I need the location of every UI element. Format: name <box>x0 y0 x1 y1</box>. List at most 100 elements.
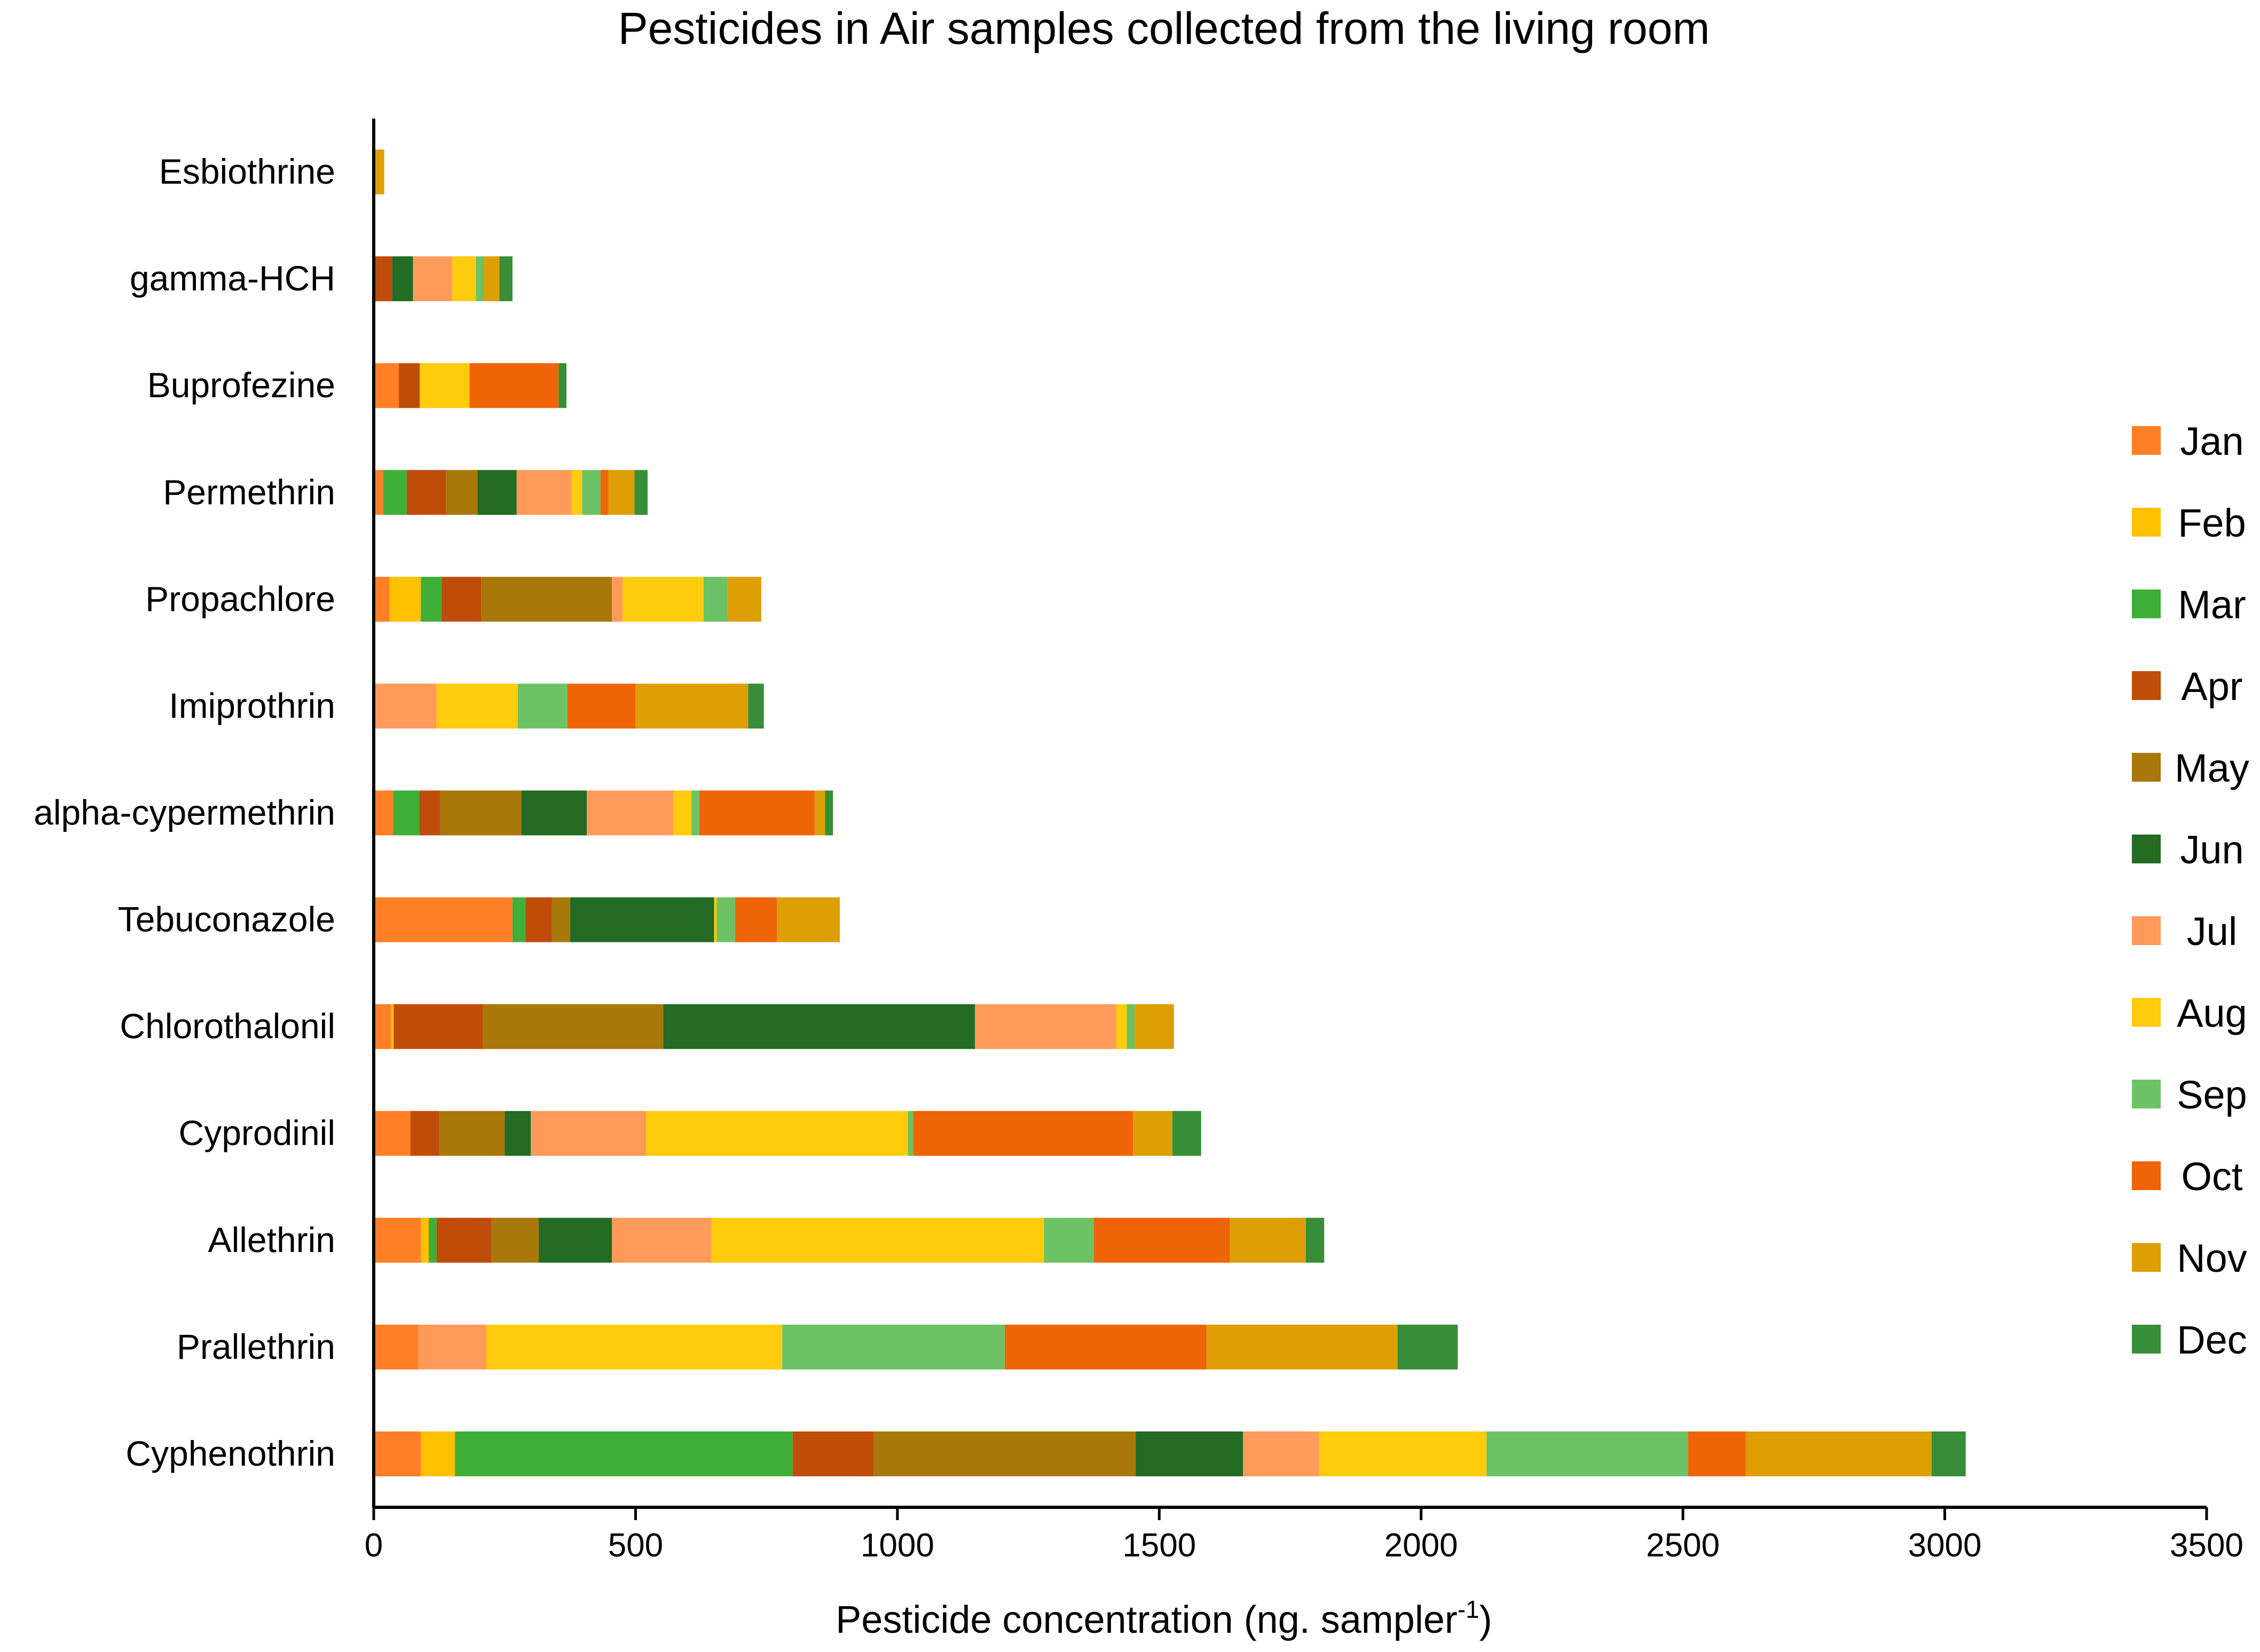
bar-nov-7 <box>777 897 840 942</box>
bar-jul-12 <box>1243 1431 1319 1476</box>
bar-jun-10 <box>538 1217 612 1263</box>
bar-jul-9 <box>531 1111 647 1156</box>
legend-label-jul: Jul <box>2187 909 2238 954</box>
legend-label-apr: Apr <box>2181 664 2242 709</box>
bar-jan-3 <box>374 470 383 515</box>
x-tick-label: 2500 <box>1646 1527 1720 1564</box>
y-tick-label: gamma-HCH <box>130 258 335 298</box>
bar-jul-1 <box>413 256 453 302</box>
bar-oct-12 <box>1688 1431 1746 1476</box>
legend-swatch-jul <box>2132 916 2161 945</box>
bar-apr-7 <box>525 897 552 942</box>
bars-layer <box>374 150 1966 1476</box>
bar-jul-11 <box>418 1324 486 1370</box>
legend-label-oct: Oct <box>2181 1154 2243 1199</box>
legend-label-jan: Jan <box>2180 419 2243 463</box>
bar-aug-12 <box>1319 1431 1487 1476</box>
bar-may-7 <box>552 897 570 942</box>
bar-sep-12 <box>1486 1431 1688 1476</box>
bar-aug-9 <box>646 1111 908 1156</box>
bar-nov-6 <box>814 790 825 836</box>
bar-jan-6 <box>374 790 393 836</box>
y-tick-label: Allethrin <box>208 1220 335 1260</box>
bar-oct-10 <box>1093 1217 1230 1263</box>
y-tick-label: Prallethrin <box>177 1327 335 1366</box>
bar-sep-9 <box>908 1111 914 1156</box>
legend-swatch-dec <box>2132 1325 2161 1354</box>
bar-jun-7 <box>570 897 714 942</box>
bar-oct-6 <box>699 790 815 836</box>
bar-aug-7 <box>714 897 717 942</box>
bar-jul-4 <box>612 577 623 622</box>
bar-dec-9 <box>1172 1111 1201 1156</box>
bar-nov-3 <box>608 470 635 515</box>
legend: Jan Feb Mar Apr May Jun Jul Aug Sep Oct Nov Dec <box>2132 419 2249 1362</box>
bar-may-4 <box>481 577 612 622</box>
y-tick-label: Permethrin <box>163 472 335 512</box>
x-tick-label: 0 <box>365 1527 383 1564</box>
bar-feb-8 <box>391 1004 394 1049</box>
y-tick-label: alpha-cypermethrin <box>34 793 335 832</box>
bar-sep-3 <box>582 470 601 515</box>
bar-aug-2 <box>420 363 470 408</box>
y-tick-label: Propachlore <box>145 579 335 618</box>
bar-sep-4 <box>703 577 728 622</box>
legend-label-aug: Aug <box>2177 991 2247 1035</box>
bar-dec-6 <box>825 790 833 836</box>
bar-nov-11 <box>1206 1324 1398 1370</box>
bar-aug-6 <box>673 790 692 836</box>
bar-jan-8 <box>374 1004 391 1049</box>
bar-sep-11 <box>782 1324 1005 1370</box>
bar-nov-1 <box>483 256 500 302</box>
bar-feb-4 <box>389 577 421 622</box>
bar-feb-10 <box>421 1217 429 1263</box>
bar-oct-9 <box>913 1111 1133 1156</box>
bar-may-3 <box>446 470 478 515</box>
bar-jun-12 <box>1136 1431 1243 1476</box>
bar-jan-4 <box>374 577 390 622</box>
bar-jun-9 <box>505 1111 531 1156</box>
bar-aug-11 <box>486 1324 783 1370</box>
legend-swatch-sep <box>2132 1080 2161 1108</box>
x-tick-label: 1500 <box>1122 1527 1196 1564</box>
legend-label-nov: Nov <box>2177 1236 2247 1280</box>
y-tick-label: Buprofezine <box>147 365 335 405</box>
y-tick-label: Cyprodinil <box>179 1113 335 1153</box>
legend-swatch-mar <box>2132 589 2161 618</box>
bar-nov-4 <box>727 577 761 622</box>
bar-jul-6 <box>587 790 674 836</box>
bar-mar-10 <box>428 1217 437 1263</box>
bar-jan-12 <box>374 1431 421 1476</box>
bar-oct-11 <box>1004 1324 1207 1370</box>
bar-aug-1 <box>452 256 476 302</box>
bar-oct-2 <box>469 363 559 408</box>
legend-label-feb: Feb <box>2178 501 2246 545</box>
legend-swatch-jan <box>2132 426 2161 455</box>
bar-mar-6 <box>393 790 420 836</box>
bar-sep-7 <box>716 897 735 942</box>
bar-apr-9 <box>410 1111 439 1156</box>
bar-oct-5 <box>567 683 636 729</box>
x-axis-label-main: Pesticide concentration (ng. sampler <box>836 1599 1458 1641</box>
bar-sep-5 <box>517 683 568 729</box>
legend-label-may: May <box>2175 746 2249 790</box>
bar-nov-5 <box>635 683 749 729</box>
chart-title: Pesticides in Air samples collected from… <box>618 3 1710 53</box>
x-axis-label: Pesticide concentration (ng. sampler-1) <box>836 1595 1492 1641</box>
bar-jan-9 <box>374 1111 411 1156</box>
bar-jul-8 <box>975 1004 1116 1049</box>
bar-nov-8 <box>1135 1004 1174 1049</box>
x-axis-label-superscript: -1 <box>1458 1595 1479 1623</box>
bar-sep-10 <box>1044 1217 1094 1263</box>
legend-label-jun: Jun <box>2180 828 2243 872</box>
x-tick-label: 2000 <box>1384 1527 1458 1564</box>
y-tick-label: Cyphenothrin <box>125 1434 335 1473</box>
y-tick-label: Imiprothrin <box>169 686 335 725</box>
bar-dec-10 <box>1305 1217 1325 1263</box>
bar-dec-11 <box>1397 1324 1458 1370</box>
x-tick-label: 3500 <box>2170 1527 2243 1564</box>
x-tick-label: 1000 <box>861 1527 934 1564</box>
bar-nov-10 <box>1230 1217 1306 1263</box>
bar-sep-1 <box>476 256 484 302</box>
bar-feb-12 <box>421 1431 455 1476</box>
